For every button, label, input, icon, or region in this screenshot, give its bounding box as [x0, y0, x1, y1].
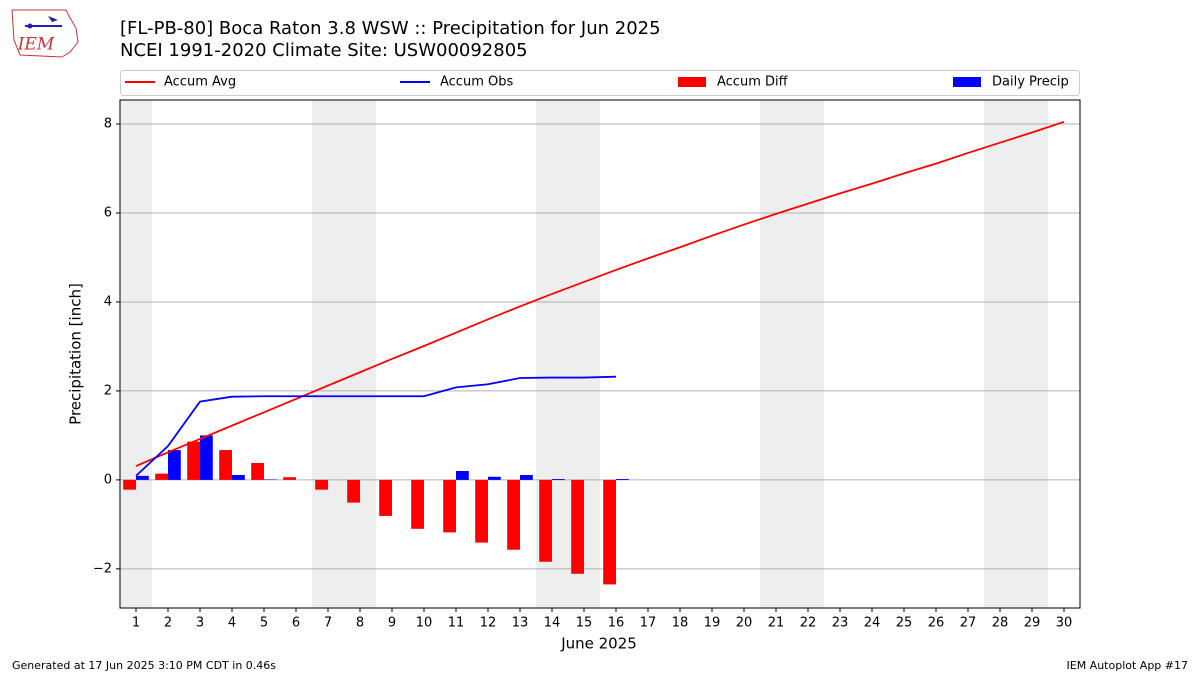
bar [552, 478, 565, 480]
x-tick-label: 12 [480, 616, 497, 631]
bar [539, 479, 552, 562]
weekend-shade [120, 100, 152, 608]
bar [347, 479, 360, 503]
x-tick-label: 8 [356, 616, 364, 631]
bar [315, 479, 328, 490]
y-tick-label: −2 [93, 561, 112, 576]
legend-swatch [953, 77, 981, 87]
x-tick-label: 13 [512, 616, 529, 631]
x-tick-label: 17 [640, 616, 657, 631]
weekend-shade [984, 100, 1048, 608]
logo-text: IEM [17, 35, 55, 55]
line [135, 120, 1065, 467]
x-tick-label: 24 [864, 616, 881, 631]
x-tick-label: 10 [416, 616, 433, 631]
x-tick-label: 26 [928, 616, 945, 631]
x-tick-label: 21 [768, 616, 785, 631]
bar [520, 474, 533, 480]
bar [488, 476, 501, 480]
bar [475, 479, 488, 543]
bar [379, 479, 392, 516]
footer-right: IEM Autoplot App #17 [1067, 659, 1189, 672]
bar [616, 478, 629, 480]
x-tick-label: 5 [260, 616, 268, 631]
y-tick-label: 0 [104, 472, 112, 487]
bar [168, 450, 181, 480]
bar [251, 462, 264, 480]
legend-label: Accum Diff [717, 75, 789, 90]
x-tick-label: 20 [736, 616, 753, 631]
legend-label: Accum Obs [440, 75, 513, 90]
x-tick-label: 9 [388, 616, 396, 631]
x-tick-label: 19 [704, 616, 721, 631]
bar [411, 479, 424, 529]
legend [120, 70, 1080, 96]
x-tick-label: 30 [1056, 616, 1073, 631]
weekend-shade [312, 100, 376, 608]
x-tick-label: 3 [196, 616, 204, 631]
y-tick-label: 6 [104, 205, 112, 220]
x-tick-label: 16 [608, 616, 625, 631]
x-tick-label: 4 [228, 616, 236, 631]
logo: IEM [11, 9, 79, 58]
weekend-shade [760, 100, 824, 608]
bar [507, 479, 520, 550]
x-tick-label: 11 [448, 616, 465, 631]
bar [443, 479, 456, 533]
bar [219, 450, 232, 480]
bar [123, 479, 136, 490]
bar [136, 475, 149, 480]
bar [200, 435, 213, 480]
y-axis-label: Precipitation [inch] [67, 283, 85, 425]
x-tick-label: 1 [132, 616, 140, 631]
y-tick-label: 2 [104, 383, 112, 398]
x-tick-label: 18 [672, 616, 689, 631]
x-tick-label: 2 [164, 616, 172, 631]
legend-swatch [678, 77, 706, 87]
plot-frame [119, 99, 1081, 609]
x-tick-label: 7 [324, 616, 332, 631]
bar [283, 477, 296, 480]
chart-title: [FL-PB-80] Boca Raton 3.8 WSW :: Precipi… [120, 18, 661, 39]
x-tick-label: 29 [1024, 616, 1041, 631]
legend-label: Daily Precip [992, 75, 1069, 90]
bar [456, 470, 469, 480]
bar [571, 479, 584, 574]
line [135, 375, 617, 477]
x-tick-label: 22 [800, 616, 817, 631]
x-axis-label: June 2025 [560, 635, 637, 653]
y-tick-label: 4 [104, 294, 112, 309]
chart-subtitle: NCEI 1991-2020 Climate Site: USW00092805 [120, 40, 528, 61]
y-tick-label: 8 [104, 117, 112, 132]
x-tick-label: 14 [544, 616, 561, 631]
footer-left: Generated at 17 Jun 2025 3:10 PM CDT in … [12, 659, 276, 672]
legend-label: Accum Avg [164, 75, 236, 90]
x-tick-label: 15 [576, 616, 593, 631]
bar [187, 441, 200, 480]
x-tick-label: 23 [832, 616, 849, 631]
bar [155, 473, 168, 480]
x-tick-label: 25 [896, 616, 913, 631]
x-tick-label: 6 [292, 616, 300, 631]
x-tick-label: 28 [992, 616, 1009, 631]
x-tick-label: 27 [960, 616, 977, 631]
bar [232, 474, 245, 480]
bar [603, 479, 616, 585]
